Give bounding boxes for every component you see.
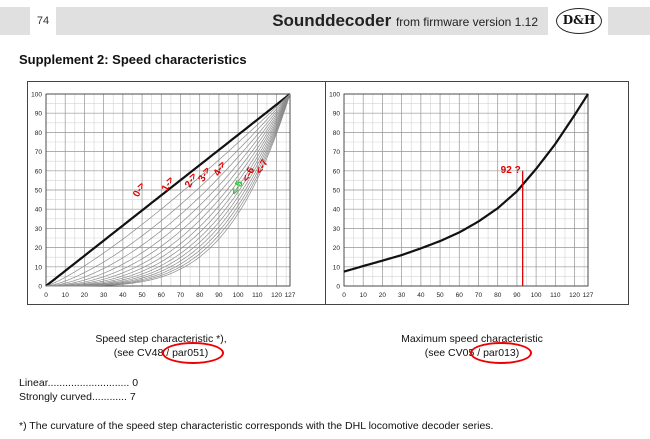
x-tick-label: 50 xyxy=(138,292,146,299)
y-tick-label: 20 xyxy=(35,245,43,252)
curve-level-label: 3-> xyxy=(196,165,213,183)
curve-level-label: 1-> xyxy=(160,175,177,193)
plot-frame xyxy=(343,93,589,287)
speed-step-chart: 0 10 20 30 40 50 60 70 80 90 100 110 120 127 0 10 20 30 40… xyxy=(27,81,331,305)
max-speed-caption-line1: Maximum speed characteristic xyxy=(401,333,543,345)
x-tick-label: 127 xyxy=(583,292,594,299)
x-tick-label: 60 xyxy=(456,292,464,299)
x-tick-label: 10 xyxy=(62,292,70,299)
max-speed-caption-cv: (see CV05 / xyxy=(424,347,484,359)
list-item-label: Linear xyxy=(19,377,48,389)
y-tick-label: 10 xyxy=(333,264,341,271)
curvature-list: Linear............................ 0 Str… xyxy=(19,376,138,404)
max-speed-curve xyxy=(343,93,589,273)
dh-logo: D&H xyxy=(556,8,602,34)
x-tick-label: 40 xyxy=(417,292,425,299)
y-tick-label: 0 xyxy=(336,284,340,291)
y-tick-label: 30 xyxy=(35,226,43,233)
x-tick-label: 50 xyxy=(436,292,444,299)
footnote: *) The curvature of the speed step chara… xyxy=(19,420,494,432)
x-tick-label: 80 xyxy=(494,292,502,299)
x-tick-label: 0 xyxy=(342,292,346,299)
y-tick-label: 50 xyxy=(35,188,43,195)
header-title-main: Sounddecoder xyxy=(272,11,392,30)
speed-step-caption-cv: (see CV48 / xyxy=(113,347,173,359)
x-tick-label: 90 xyxy=(513,292,521,299)
x-tick-label: 30 xyxy=(398,292,406,299)
curve-level-label: <-5 xyxy=(229,179,246,198)
y-tick-label: 100 xyxy=(31,92,42,99)
linear-curve xyxy=(45,93,291,287)
y-tick-label: 20 xyxy=(333,245,341,252)
x-tick-label: 0 xyxy=(44,292,48,299)
curve-level-label: 0-> xyxy=(131,181,148,199)
param-highlight-ring-1 xyxy=(162,342,224,364)
list-item-strongly-curved: Strongly curved............ 7 xyxy=(19,391,136,403)
curve-line xyxy=(46,93,291,287)
x-tick-label: 40 xyxy=(119,292,127,299)
speed-step-caption-line1: Speed step characteristic *), xyxy=(95,333,227,345)
x-tick-label: 127 xyxy=(285,292,296,299)
curve-line xyxy=(45,93,291,287)
x-tick-label: 110 xyxy=(252,292,263,299)
y-tick-label: 80 xyxy=(35,130,43,137)
y-tick-label: 40 xyxy=(35,207,43,214)
y-tick-label: 10 xyxy=(35,264,43,271)
x-tick-label: 30 xyxy=(100,292,108,299)
y-tick-label: 60 xyxy=(35,168,43,175)
list-item-value: 0 xyxy=(132,377,139,389)
speed-step-caption-line2: (see CV48 / par051) xyxy=(36,346,286,360)
x-tick-label: 20 xyxy=(81,292,89,299)
y-tick-label: 0 xyxy=(38,284,42,291)
speed-step-chart-svg: 0 10 20 30 40 50 60 70 80 90 100 110 120 127 0 10 20 30 40… xyxy=(31,92,296,300)
curve-line xyxy=(45,93,291,287)
header-bar xyxy=(56,7,548,35)
x-tick-label: 80 xyxy=(196,292,204,299)
curve-line xyxy=(45,93,291,287)
curve-line xyxy=(45,93,291,287)
header-title: Sounddecoder from firmware version 1.12 xyxy=(272,11,538,31)
y-tick-label: 70 xyxy=(333,149,341,156)
curve-level-label: 2-> xyxy=(183,171,200,189)
header-right-bar xyxy=(608,7,650,35)
x-tick-label: 70 xyxy=(475,292,483,299)
max-speed-chart: 0 10 20 30 40 50 60 70 80 90 100 110 120 127 0 10 20 30 40… xyxy=(325,81,629,305)
x-tick-label: 120 xyxy=(569,292,580,299)
curve-line xyxy=(45,93,291,287)
x-tick-label: 20 xyxy=(379,292,387,299)
y-tick-label: 100 xyxy=(329,92,340,99)
y-tick-label: 80 xyxy=(333,130,341,137)
x-tick-label: 90 xyxy=(215,292,223,299)
y-tick-label: 60 xyxy=(333,168,341,175)
plot-frame xyxy=(45,93,291,287)
y-tick-label: 90 xyxy=(333,111,341,118)
x-tick-label: 100 xyxy=(531,292,542,299)
y-tick-label: 30 xyxy=(333,226,341,233)
y-tick-label: 90 xyxy=(35,111,43,118)
y-tick-label: 70 xyxy=(35,149,43,156)
section-title: Supplement 2: Speed characteristics xyxy=(19,52,247,67)
speed-step-caption: Speed step characteristic *), (see CV48 … xyxy=(36,332,286,360)
curve-line xyxy=(46,93,291,287)
x-tick-label: 70 xyxy=(177,292,185,299)
x-tick-label: 100 xyxy=(233,292,244,299)
list-item-linear: Linear............................ 0 xyxy=(19,377,139,389)
x-tick-label: 110 xyxy=(550,292,561,299)
list-item-value: 7 xyxy=(129,391,136,403)
header-subtitle: from firmware version 1.12 xyxy=(395,15,538,29)
y-tick-label: 40 xyxy=(333,207,341,214)
param-highlight-ring-2 xyxy=(470,342,532,364)
y-tick-label: 50 xyxy=(333,188,341,195)
x-tick-label: 120 xyxy=(271,292,282,299)
page-number: 74 xyxy=(36,15,50,27)
list-item-label: Strongly curved xyxy=(19,391,92,403)
x-tick-label: 10 xyxy=(360,292,368,299)
x-tick-label: 60 xyxy=(158,292,166,299)
curve-line xyxy=(45,93,291,287)
curve-level-label: <-7 xyxy=(254,157,271,176)
curve-line xyxy=(45,93,291,287)
max-speed-chart-svg: 0 10 20 30 40 50 60 70 80 90 100 110 120 127 0 10 20 30 40… xyxy=(329,92,594,300)
header-left-bar xyxy=(0,7,30,35)
max-speed-marker-label: 92 ? xyxy=(501,165,521,176)
